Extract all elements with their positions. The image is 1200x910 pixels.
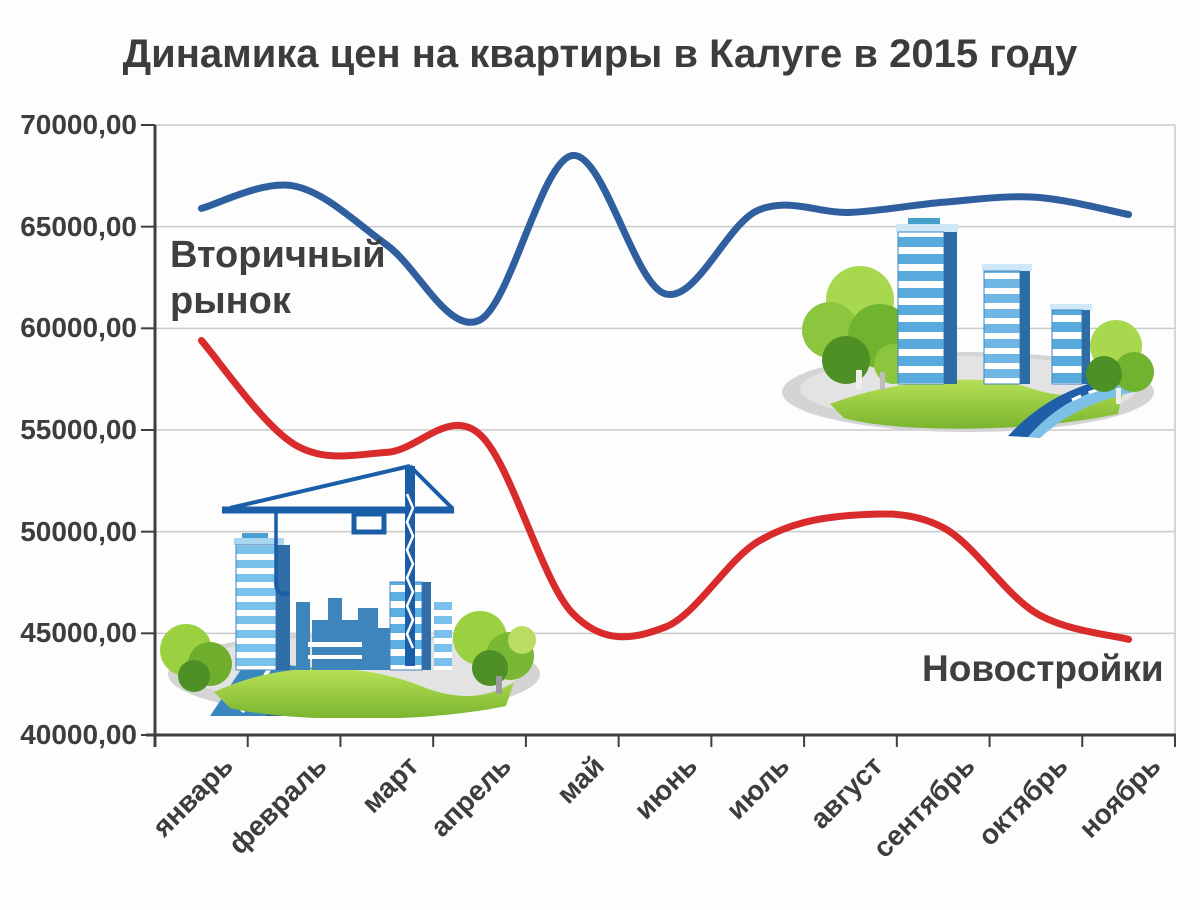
x-axis-label: май [550, 750, 611, 810]
city-buildings-illustration [782, 218, 1154, 438]
series-line [197, 152, 1133, 326]
tree-icon [453, 611, 536, 694]
x-axis-label: январь [146, 750, 240, 843]
y-axis-label: 50000,00 [20, 515, 137, 547]
apartment-tower-icon [234, 533, 290, 671]
apartment-tower-icon [982, 264, 1032, 385]
x-axis-label: февраль [221, 750, 333, 861]
x-axis-label: июль [720, 750, 796, 826]
x-axis-label: ноябрь [1072, 750, 1167, 844]
y-axis-label: 45000,00 [20, 617, 137, 649]
tree-icon [1086, 320, 1154, 404]
y-axis-label: 55000,00 [20, 414, 137, 445]
y-axis-label: 70000,00 [20, 109, 137, 140]
series-label-secondary-market: Вторичный рынок [170, 234, 386, 322]
x-axis-label: июнь [627, 750, 703, 826]
crane-icon [222, 464, 454, 666]
apartment-tower-icon [896, 218, 958, 385]
apartment-tower-icon [1050, 304, 1092, 385]
grass-hill [214, 668, 514, 718]
x-axis-label: август [803, 750, 889, 835]
construction-site-illustration [160, 464, 540, 718]
y-axis-label: 40000,00 [20, 719, 137, 750]
tree-icon [160, 624, 232, 692]
factory-silhouette [296, 598, 392, 670]
y-axis-label: 65000,00 [20, 210, 137, 242]
series-label-new-buildings: Новостройки [922, 648, 1164, 689]
x-axis-label: октябрь [972, 750, 1074, 852]
chart-title: Динамика цен на квартиры в Калуге в 2015… [122, 32, 1078, 76]
x-axis-label: март [355, 750, 425, 819]
series-line [197, 337, 1133, 643]
y-axis-label: 60000,00 [20, 312, 137, 344]
x-axis-label: апрель [424, 750, 518, 843]
tree-icon [802, 266, 914, 390]
